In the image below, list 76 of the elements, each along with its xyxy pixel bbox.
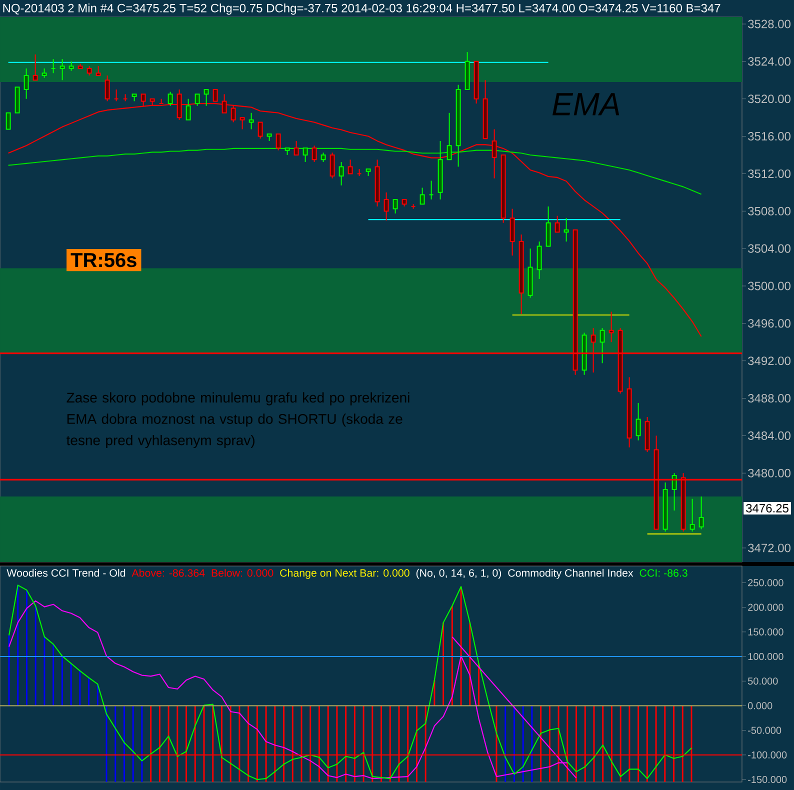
text: 3476.25 [746,504,788,512]
annotation: Below: 0.000 [212,568,274,577]
candlestick [338,162,344,186]
candlestick [6,112,11,130]
candlestick [104,74,110,102]
annotation: CCI: -86.3 [640,569,688,577]
chart-title: NQ-201403 2 Min #4 C=3475.25 T=52 Chg=0.75 DChg=-37.75 2014-02-03 16:29:04 H=3477.50 L=3474.00 O=3474.25 V=1160 B=347 [3,4,720,15]
y-tick-label: 3488.00 [748,394,791,403]
y-tick-label: -50.000 [748,726,782,734]
candlestick [32,54,38,81]
candlestick [312,145,317,163]
y-tick-label: 150.000 [748,628,784,636]
y-tick-label: 3500.00 [748,282,791,290]
candlestick [240,117,245,130]
y-tick-label: 3496.00 [748,319,791,328]
y-tick-label: 250.000 [748,579,784,586]
candlestick [68,60,74,72]
chart-title: Woodies CCI Trend - Old [6,568,126,577]
annotation: Commodity Channel Index [508,568,634,579]
candlestick [672,472,677,512]
candlestick [600,328,605,364]
y-tick-label: 0.000 [748,702,772,710]
candlestick [248,112,254,130]
candlestick [608,311,614,343]
candlestick [194,94,200,106]
candlestick [42,68,47,78]
candlestick [636,402,641,441]
y-tick-label: 3524.00 [748,57,791,66]
y-tick-label: 3484.00 [748,431,791,440]
candlestick [690,498,695,532]
candlestick [492,128,497,179]
candlestick [258,122,263,140]
y-tick-label: 3512.00 [748,169,791,178]
candlestick [564,218,569,242]
line-series [8,584,692,780]
candlestick [554,215,560,233]
y-tick-label: 3472.00 [748,544,791,552]
candlestick [86,66,92,76]
candlestick [348,159,353,174]
candlestick [546,206,551,247]
candlestick [302,147,308,163]
candlestick [384,192,389,221]
y-tick-label: 3480.00 [748,468,791,478]
annotation: (No, 0, 14, 6, 1, 0) [416,568,502,579]
candlestick [24,68,29,100]
y-tick-label: 3516.00 [748,132,791,141]
candlestick [204,89,209,106]
candlestick [60,58,65,81]
annotation: Change on Next Bar: 0.000 [280,568,410,579]
y-tick-label: -150.000 [748,776,787,784]
candlestick [698,496,704,530]
candlestick [420,187,425,205]
annotation: TR:56s [70,252,136,268]
y-tick-label: -100.000 [748,751,787,758]
candlestick [276,133,281,151]
annotation: EMA [552,93,620,116]
y-tick-label: 50.000 [748,678,778,685]
y-tick-label: 3492.00 [748,356,791,366]
y-tick-label: 3520.00 [748,94,791,104]
annotation: Above: -86.364 [132,568,205,577]
y-tick-label: 3504.00 [748,244,791,253]
candlestick [330,152,335,179]
y-tick-label: 3508.00 [748,206,791,216]
y-tick-label: 100.000 [748,652,784,660]
candlestick [168,91,173,106]
candlestick [186,98,191,120]
candlestick [536,241,542,280]
y-tick-label: 3528.00 [748,20,791,28]
candlestick [320,152,326,163]
candlestick [294,140,299,156]
candlestick [510,208,515,256]
candlestick [392,198,398,214]
candlestick [446,112,452,160]
y-tick-label: 200.000 [748,604,784,611]
annotation: Zase skoro podobne minulemu grafu ked po prekrizeni EMA dobra moznost na vstup do SHORTU (skoda ze tesne pred vyhlasenym sprav) [66,392,410,448]
candlestick [96,66,101,76]
